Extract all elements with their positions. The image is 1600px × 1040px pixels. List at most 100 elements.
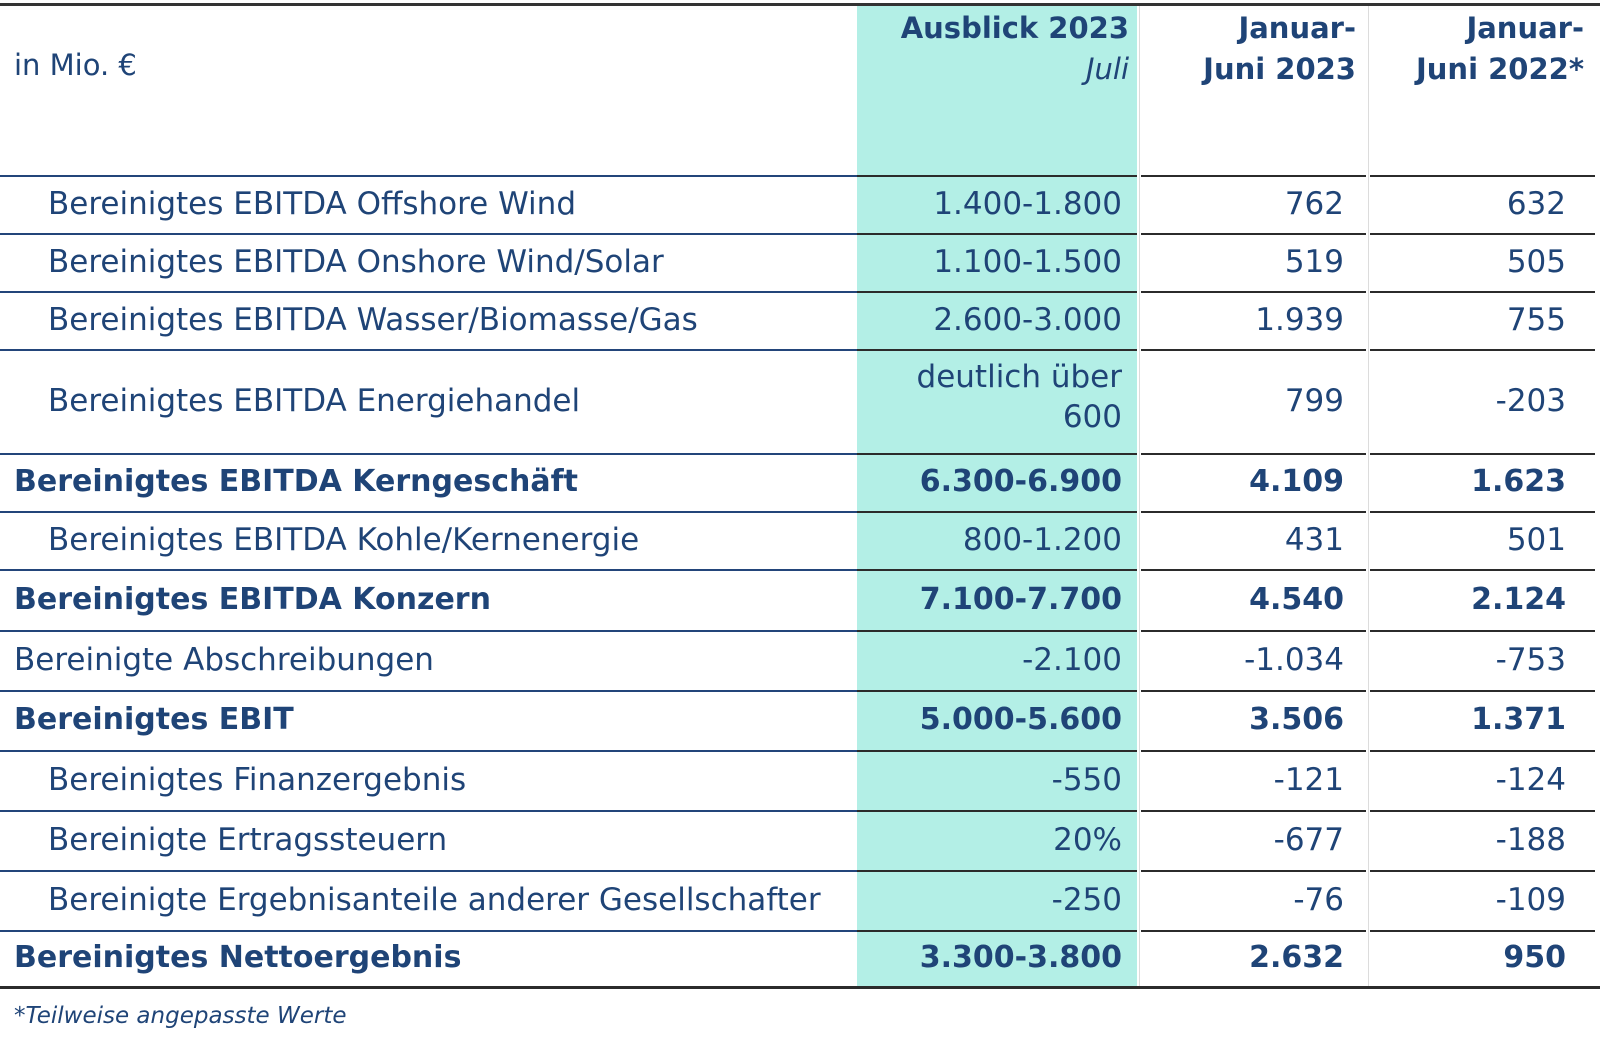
row-divider (1370, 349, 1595, 351)
table-row: Bereinigtes EBITDA Energiehandel deutlich… (0, 349, 1600, 453)
row-divider (857, 349, 1137, 351)
row-label: Bereinigtes EBITDA Offshore Wind (48, 186, 576, 222)
table-row: Bereinigte Ergebnisanteile anderer Gesel… (0, 870, 1600, 930)
value-h1-2023: -121 (1273, 762, 1344, 798)
row-divider (1370, 810, 1595, 812)
value-h1-2023: 762 (1284, 186, 1344, 222)
outlook-value-line1: deutlich über (916, 359, 1122, 395)
row-divider (857, 630, 1137, 632)
row-divider (1370, 750, 1595, 752)
value-h1-2023: -76 (1293, 882, 1344, 918)
value-h1-2023: 799 (1284, 383, 1344, 419)
column-header-h1-2022: Januar- Juni 2022* (1416, 8, 1584, 90)
row-divider (1370, 870, 1595, 872)
row-divider (857, 810, 1137, 812)
row-divider (1141, 810, 1366, 812)
value-h1-2023: 1.939 (1255, 302, 1344, 338)
row-divider (0, 175, 857, 177)
unit-label: in Mio. € (14, 48, 137, 82)
row-divider (1370, 511, 1595, 513)
column-header-outlook: Ausblick 2023 Juli (901, 8, 1129, 90)
column-separator (1139, 6, 1140, 987)
value-h1-2023: 2.632 (1249, 940, 1344, 975)
value-h1-2023: -677 (1273, 822, 1344, 858)
row-divider (1370, 175, 1595, 177)
row-divider (1370, 930, 1595, 932)
outlook-value: 6.300-6.900 (919, 464, 1122, 499)
row-divider (857, 870, 1137, 872)
outlook-value: 1.400-1.800 (933, 186, 1122, 222)
row-label: Bereinigte Ergebnisanteile anderer Gesel… (48, 882, 821, 918)
column-header-line1: Januar- (1238, 11, 1356, 45)
value-h1-2022: -109 (1495, 882, 1566, 918)
row-divider (1141, 233, 1366, 235)
row-divider (0, 453, 857, 455)
table-row: Bereinigtes Nettoergebnis 3.300-3.800 2.63… (0, 930, 1600, 986)
row-label: Bereinigtes EBITDA Onshore Wind/Solar (48, 244, 664, 280)
value-h1-2023: 3.506 (1249, 702, 1344, 737)
row-divider (1370, 690, 1595, 692)
row-divider (1370, 569, 1595, 571)
row-divider (1370, 291, 1595, 293)
row-label: Bereinigte Ertragssteuern (48, 822, 448, 858)
table-row: Bereinigtes EBITDA Kohle/Kernenergie 800-… (0, 511, 1600, 569)
row-divider (0, 569, 857, 571)
table-row: Bereinigtes Finanzergebnis -550 -121 -124 (0, 750, 1600, 810)
outlook-value: -550 (1051, 762, 1122, 798)
outlook-column-highlight (857, 6, 1137, 987)
row-divider (1141, 349, 1366, 351)
value-h1-2022: 950 (1503, 940, 1566, 975)
row-label: Bereinigtes Nettoergebnis (14, 940, 462, 975)
row-divider (1370, 233, 1595, 235)
table-row: Bereinigte Ertragssteuern 20% -677 -188 (0, 810, 1600, 870)
outlook-value: 1.100-1.500 (933, 244, 1122, 280)
row-divider (857, 569, 1137, 571)
outlook-value: 7.100-7.700 (919, 582, 1122, 617)
value-h1-2023: 431 (1284, 522, 1344, 558)
value-h1-2022: 501 (1506, 522, 1566, 558)
outlook-value: 3.300-3.800 (919, 940, 1122, 975)
row-divider (857, 175, 1137, 177)
row-divider (0, 291, 857, 293)
row-divider (857, 511, 1137, 513)
table-row: Bereinigtes EBITDA Konzern 7.100-7.700 4.5… (0, 569, 1600, 630)
table-row: Bereinigtes EBITDA Wasser/Biomasse/Gas 2.… (0, 291, 1600, 349)
outlook-value-line2: 600 (1062, 399, 1122, 435)
row-divider (857, 690, 1137, 692)
row-label: Bereinigtes EBIT (14, 702, 294, 737)
table-row: Bereinigtes EBITDA Kerngeschäft 6.300-6.9… (0, 453, 1600, 511)
outlook-value: -2.100 (1022, 642, 1122, 678)
outlook-value: 800-1.200 (962, 522, 1122, 558)
column-separator (1368, 6, 1369, 987)
outlook-value: -250 (1051, 882, 1122, 918)
table-row: Bereinigtes EBITDA Offshore Wind 1.400-1.… (0, 175, 1600, 233)
row-label: Bereinigtes Finanzergebnis (48, 762, 467, 798)
row-divider (857, 453, 1137, 455)
row-divider (857, 233, 1137, 235)
value-h1-2022: -188 (1495, 822, 1566, 858)
value-h1-2022: 632 (1506, 186, 1566, 222)
outlook-value: 5.000-5.600 (919, 702, 1122, 737)
value-h1-2022: -124 (1495, 762, 1566, 798)
row-divider (0, 630, 857, 632)
table-row: Bereinigte Abschreibungen -2.100 -1.034 -75… (0, 630, 1600, 690)
column-header-title: Ausblick 2023 (900, 11, 1129, 45)
row-divider (0, 810, 857, 812)
table-row: Bereinigtes EBITDA Onshore Wind/Solar 1.1… (0, 233, 1600, 291)
row-divider (0, 930, 857, 932)
value-h1-2022: 1.371 (1471, 702, 1566, 737)
footnote: *Teilweise angepasste Werte (14, 1003, 347, 1029)
row-label: Bereinigtes EBITDA Konzern (14, 582, 491, 617)
row-divider (1141, 870, 1366, 872)
outlook-value: 20% (1053, 822, 1122, 858)
row-label: Bereinigtes EBITDA Kerngeschäft (14, 464, 578, 499)
row-label: Bereinigtes EBITDA Wasser/Biomasse/Gas (48, 302, 698, 338)
row-divider (1141, 291, 1366, 293)
value-h1-2022: 2.124 (1471, 582, 1566, 617)
row-divider (0, 690, 857, 692)
row-divider (857, 750, 1137, 752)
value-h1-2022: 1.623 (1471, 464, 1566, 499)
column-header-line1: Januar- (1466, 11, 1584, 45)
row-divider (0, 233, 857, 235)
row-divider (1141, 511, 1366, 513)
